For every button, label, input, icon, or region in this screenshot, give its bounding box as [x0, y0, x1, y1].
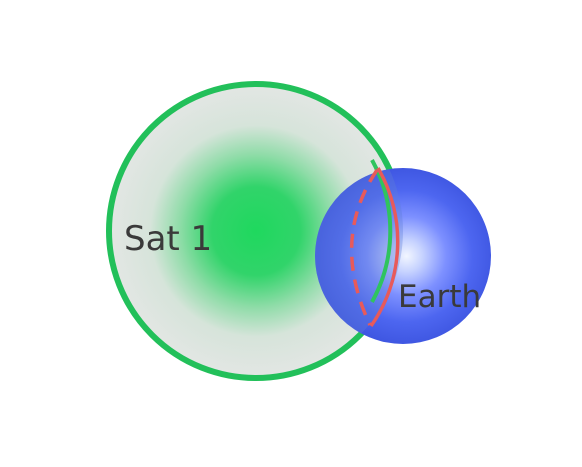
overlap-region — [315, 168, 403, 344]
earth-label: Earth — [398, 279, 481, 315]
earth-circle — [315, 168, 491, 344]
sat1-label: Sat 1 — [124, 219, 212, 259]
sat1-rim-over-earth — [370, 159, 393, 303]
overlap-boundary-solid — [369, 167, 400, 328]
overlap-boundary-dashed — [349, 169, 379, 326]
